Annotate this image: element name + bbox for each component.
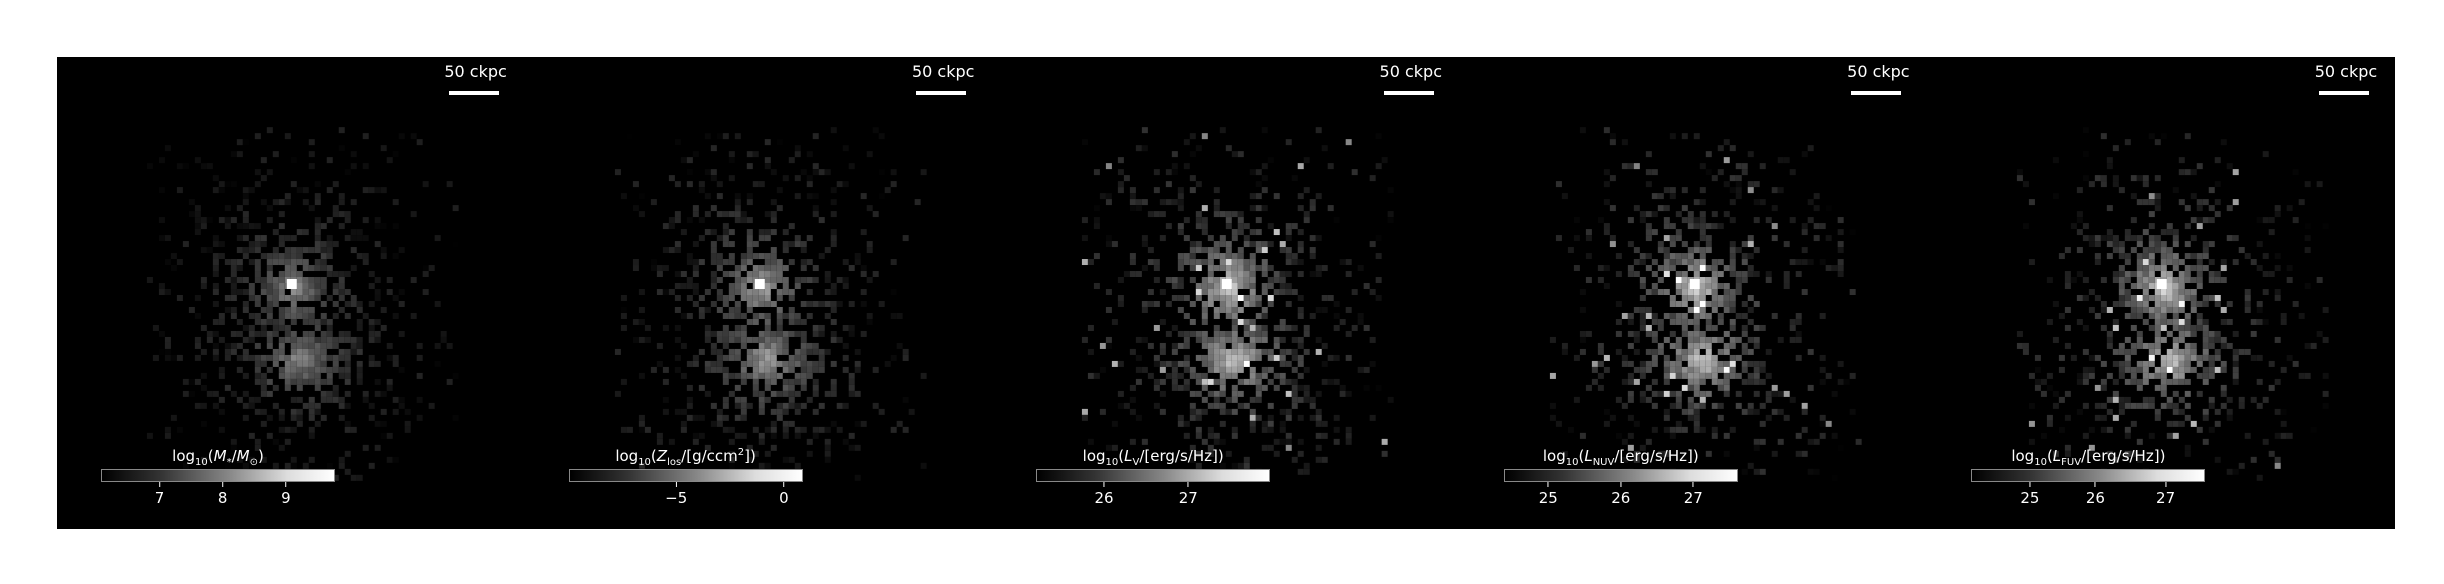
panel-metallicity: 50 ckpc log10(Zlos/[g/ccm2]) −5 0 [524,57,993,529]
colorbar-tick-label: 25 [1538,489,1558,507]
image-strip: 50 ckpc log10(M*/M⊙) 7 8 9 50 ckpc log10(Zlos/… [57,57,2395,529]
colorbar [1503,469,1738,482]
colorbar-tick: 26 [1095,482,1114,507]
galaxy-map-image [1549,127,1862,481]
panel-lum-fuv: 50 ckpc log10(LFUV/[erg/s/Hz]) 25 26 27 [1927,57,2395,529]
scale-bar [916,91,967,95]
colorbar-title: log10(Zlos/[g/ccm2]) [615,447,756,468]
scale-bar [1383,91,1434,95]
scale-bar [2318,91,2369,95]
scale-bar [1851,91,1902,95]
colorbar-tick-label: −5 [665,489,688,507]
colorbar-tick: 9 [281,482,291,507]
colorbar [101,469,335,482]
colorbar [568,469,803,482]
colorbar-title: log10(LV/[erg/s/Hz]) [1082,447,1224,468]
scale-bar-label: 50 ckpc [1847,62,1910,81]
colorbar-ticks: 25 26 27 [1971,482,2205,512]
panel-lum-v: 50 ckpc log10(LV/[erg/s/Hz]) 26 27 [992,57,1460,529]
colorbar-tick-label: 0 [779,489,789,507]
colorbar-tick-label: 8 [217,489,228,507]
colorbar-tick: 7 [154,482,165,507]
colorbar-tick-label: 25 [2020,489,2040,507]
colorbar [1036,469,1271,482]
scale-bar-label: 50 ckpc [911,62,975,81]
colorbar [1971,469,2206,482]
colorbar-tick-label: 26 [2085,489,2105,507]
colorbar-tick: 8 [217,482,228,507]
colorbar-ticks: 25 26 27 [1504,482,1738,512]
scale-bar-label: 50 ckpc [444,62,507,81]
colorbar-tick-label: 9 [281,489,291,507]
scale-bar-label: 50 ckpc [1379,62,1443,81]
panel-mass: 50 ckpc log10(M*/M⊙) 7 8 9 [57,57,525,529]
galaxy-map-image [614,127,927,481]
colorbar-tick: 26 [2086,482,2105,507]
colorbar-title: log10(LFUV/[erg/s/Hz]) [2011,447,2166,468]
colorbar-tick: 27 [2156,482,2175,507]
panel-lum-nuv: 50 ckpc log10(LNUV/[erg/s/Hz]) 25 26 27 [1459,57,1928,529]
colorbar-title: log10(LNUV/[erg/s/Hz]) [1542,447,1699,468]
colorbar-tick: 25 [2020,482,2039,507]
colorbar-tick-label: 26 [1611,489,1631,507]
colorbar-ticks: 26 27 [1036,482,1270,512]
colorbar-tick: 27 [1684,482,1703,507]
colorbar-tick: 26 [1611,482,1630,507]
colorbar-tick: −5 [665,482,687,507]
galaxy-map-image [2017,127,2330,481]
scale-bar-label: 50 ckpc [2314,62,2378,81]
galaxy-map-image [146,127,459,481]
colorbar-ticks: 7 8 9 [101,482,335,512]
colorbar-tick-label: 27 [1683,489,1703,507]
colorbar-tick: 25 [1539,482,1558,507]
colorbar-tick-label: 27 [2156,489,2176,507]
scale-bar [448,91,499,95]
colorbar-tick-label: 26 [1094,489,1114,507]
colorbar-tick: 0 [779,482,789,507]
colorbar-ticks: −5 0 [569,482,803,512]
colorbar-tick-label: 27 [1178,489,1198,507]
colorbar-title: log10(M*/M⊙) [172,447,264,468]
colorbar-tick: 27 [1179,482,1198,507]
colorbar-tick-label: 7 [154,489,165,507]
